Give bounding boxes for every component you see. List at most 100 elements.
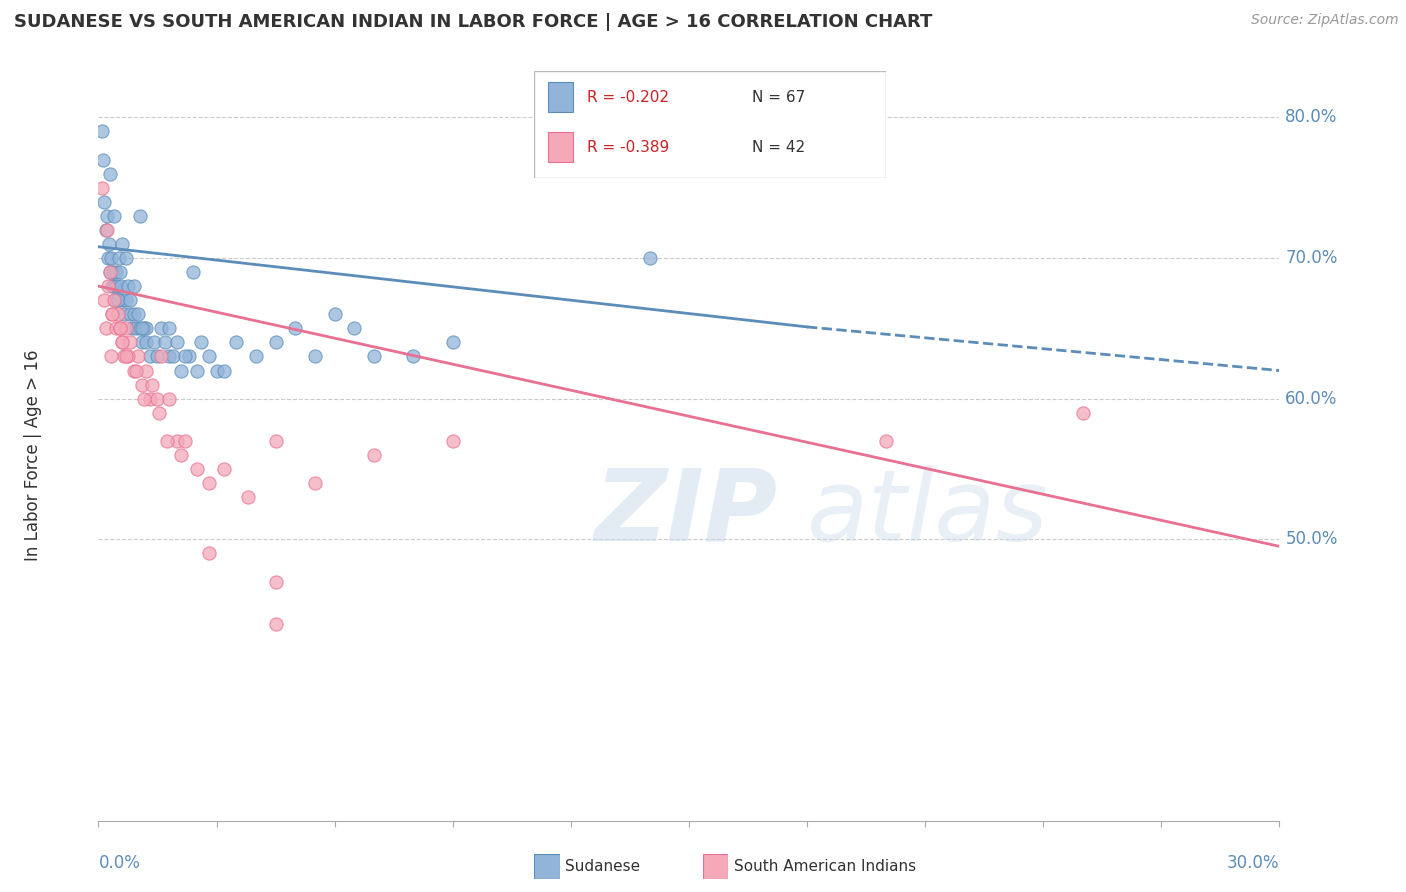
Point [118, 335, 141, 350]
Point [96, 321, 118, 335]
Point [96, 223, 118, 237]
Point [103, 293, 125, 308]
Point [363, 350, 385, 364]
Point [101, 307, 124, 321]
Point [181, 265, 204, 279]
Text: 60.0%: 60.0% [1285, 390, 1337, 408]
Point [103, 209, 125, 223]
Point [197, 546, 219, 560]
Point [304, 476, 326, 491]
Text: Sudanese: Sudanese [565, 859, 640, 873]
Point [108, 265, 131, 279]
Point [441, 434, 464, 448]
Text: Source: ZipAtlas.com: Source: ZipAtlas.com [1251, 13, 1399, 28]
Point [146, 392, 169, 406]
Point [127, 307, 149, 321]
Point [132, 321, 155, 335]
Point [131, 377, 153, 392]
Point [1071, 406, 1094, 420]
Point [441, 335, 464, 350]
Point [190, 335, 212, 350]
Point [141, 377, 163, 392]
Point [128, 321, 150, 335]
Point [205, 363, 228, 377]
Point [98, 236, 121, 251]
Point [162, 350, 184, 364]
Point [135, 363, 157, 377]
Point [96, 209, 118, 223]
Point [197, 350, 219, 364]
Point [177, 350, 200, 364]
Point [118, 307, 141, 321]
Point [186, 363, 208, 377]
Point [107, 293, 129, 308]
Point [304, 350, 326, 364]
Point [284, 321, 307, 335]
Point [103, 279, 125, 293]
Point [170, 448, 193, 462]
Point [90, 180, 112, 194]
Point [117, 350, 139, 364]
Point [131, 321, 153, 335]
Point [98, 265, 121, 279]
Point [214, 462, 236, 476]
Text: R = -0.202: R = -0.202 [588, 89, 669, 104]
Point [105, 279, 128, 293]
Point [150, 321, 173, 335]
Point [108, 251, 131, 265]
Point [402, 350, 425, 364]
Point [138, 392, 160, 406]
Point [108, 321, 131, 335]
Point [105, 321, 128, 335]
Point [138, 350, 160, 364]
Point [264, 616, 287, 631]
Point [125, 321, 148, 335]
Text: 0.0%: 0.0% [98, 854, 141, 871]
Point [323, 307, 346, 321]
Point [101, 307, 124, 321]
Point [343, 321, 366, 335]
Point [155, 335, 177, 350]
Point [105, 265, 128, 279]
Point [101, 279, 124, 293]
Point [174, 434, 197, 448]
Point [264, 574, 287, 589]
Point [122, 363, 145, 377]
Point [197, 476, 219, 491]
Point [142, 335, 165, 350]
Text: N = 67: N = 67 [752, 89, 806, 104]
Point [121, 321, 143, 335]
Point [107, 293, 129, 308]
Bar [548, 132, 574, 162]
Text: 70.0%: 70.0% [1285, 249, 1337, 267]
Point [264, 335, 287, 350]
Point [132, 392, 155, 406]
Point [108, 321, 131, 335]
Point [115, 251, 138, 265]
Point [875, 434, 897, 448]
Text: ZIP: ZIP [595, 465, 778, 562]
Text: 30.0%: 30.0% [1227, 854, 1279, 871]
Point [117, 279, 139, 293]
Point [128, 209, 150, 223]
Point [225, 335, 247, 350]
Point [638, 251, 661, 265]
Point [93, 293, 115, 308]
Point [148, 406, 170, 420]
Text: South American Indians: South American Indians [734, 859, 917, 873]
Point [363, 448, 385, 462]
Point [150, 350, 173, 364]
Point [115, 321, 138, 335]
Point [112, 307, 135, 321]
Point [98, 167, 121, 181]
Point [214, 363, 236, 377]
Point [264, 434, 287, 448]
Point [91, 153, 114, 167]
Point [118, 293, 141, 308]
Point [157, 392, 180, 406]
Point [122, 307, 145, 321]
Point [236, 490, 259, 504]
Text: atlas: atlas [807, 465, 1049, 562]
Point [94, 223, 117, 237]
Point [111, 293, 134, 308]
